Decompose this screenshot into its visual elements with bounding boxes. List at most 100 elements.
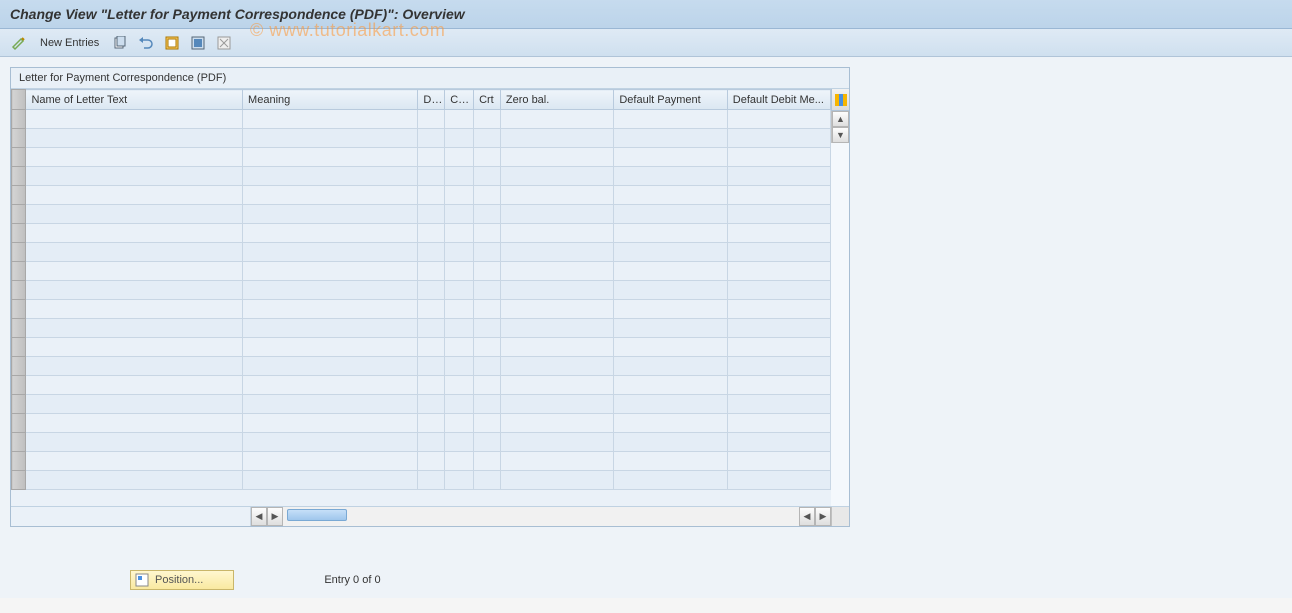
cell[interactable] (418, 300, 445, 319)
cell[interactable] (614, 281, 727, 300)
cell[interactable] (727, 471, 830, 490)
row-selector[interactable] (12, 452, 26, 471)
row-selector[interactable] (12, 167, 26, 186)
cell[interactable] (614, 300, 727, 319)
cell[interactable] (474, 338, 501, 357)
cell[interactable] (500, 319, 613, 338)
cell[interactable] (614, 186, 727, 205)
cell[interactable] (243, 471, 418, 490)
cell[interactable] (26, 205, 243, 224)
cell[interactable] (243, 281, 418, 300)
cell[interactable] (418, 129, 445, 148)
cell[interactable] (26, 243, 243, 262)
table-row[interactable] (12, 300, 831, 319)
select-all-header[interactable] (12, 90, 26, 110)
cell[interactable] (418, 281, 445, 300)
col-name[interactable]: Name of Letter Text (26, 90, 243, 110)
cell[interactable] (614, 338, 727, 357)
cell[interactable] (243, 205, 418, 224)
cell[interactable] (418, 338, 445, 357)
row-selector[interactable] (12, 376, 26, 395)
cell[interactable] (243, 300, 418, 319)
cell[interactable] (243, 262, 418, 281)
cell[interactable] (500, 110, 613, 129)
table-row[interactable] (12, 319, 831, 338)
cell[interactable] (614, 433, 727, 452)
row-selector[interactable] (12, 148, 26, 167)
cell[interactable] (500, 243, 613, 262)
row-selector[interactable] (12, 471, 26, 490)
cell[interactable] (614, 262, 727, 281)
cell[interactable] (418, 452, 445, 471)
cell[interactable] (243, 148, 418, 167)
scroll-left-icon[interactable]: ◀ (251, 507, 267, 526)
cell[interactable] (474, 452, 501, 471)
table-row[interactable] (12, 186, 831, 205)
cell[interactable] (445, 110, 474, 129)
new-entries-button[interactable]: New Entries (36, 37, 103, 49)
col-dis[interactable]: Dis (418, 90, 445, 110)
cell[interactable] (26, 262, 243, 281)
cell[interactable] (474, 262, 501, 281)
cell[interactable] (243, 452, 418, 471)
cell[interactable] (243, 243, 418, 262)
cell[interactable] (445, 262, 474, 281)
cell[interactable] (243, 224, 418, 243)
cell[interactable] (445, 357, 474, 376)
row-selector[interactable] (12, 300, 26, 319)
cell[interactable] (500, 395, 613, 414)
cell[interactable] (445, 281, 474, 300)
row-selector[interactable] (12, 281, 26, 300)
row-selector[interactable] (12, 319, 26, 338)
cell[interactable] (418, 167, 445, 186)
cell[interactable] (474, 281, 501, 300)
table-row[interactable] (12, 433, 831, 452)
cell[interactable] (727, 243, 830, 262)
cell[interactable] (614, 110, 727, 129)
cell[interactable] (418, 414, 445, 433)
cell[interactable] (445, 452, 474, 471)
cell[interactable] (445, 300, 474, 319)
cell[interactable] (243, 376, 418, 395)
cell[interactable] (26, 338, 243, 357)
cell[interactable] (26, 395, 243, 414)
cell[interactable] (474, 433, 501, 452)
table-row[interactable] (12, 471, 831, 490)
cell[interactable] (445, 186, 474, 205)
cell[interactable] (26, 129, 243, 148)
cell[interactable] (445, 471, 474, 490)
select-all-icon[interactable] (163, 34, 181, 52)
cell[interactable] (445, 167, 474, 186)
table-row[interactable] (12, 148, 831, 167)
cell[interactable] (614, 205, 727, 224)
row-selector[interactable] (12, 110, 26, 129)
cell[interactable] (243, 433, 418, 452)
cell[interactable] (418, 110, 445, 129)
cell[interactable] (500, 414, 613, 433)
cell[interactable] (445, 414, 474, 433)
cell[interactable] (418, 205, 445, 224)
cell[interactable] (474, 129, 501, 148)
cell[interactable] (500, 167, 613, 186)
row-selector[interactable] (12, 414, 26, 433)
cell[interactable] (614, 357, 727, 376)
cell[interactable] (26, 376, 243, 395)
cell[interactable] (418, 376, 445, 395)
row-selector[interactable] (12, 186, 26, 205)
cell[interactable] (243, 357, 418, 376)
cell[interactable] (727, 395, 830, 414)
cell[interactable] (500, 338, 613, 357)
cell[interactable] (445, 395, 474, 414)
cell[interactable] (418, 148, 445, 167)
cell[interactable] (614, 471, 727, 490)
cell[interactable] (26, 357, 243, 376)
cell[interactable] (500, 357, 613, 376)
table-row[interactable] (12, 110, 831, 129)
cell[interactable] (614, 395, 727, 414)
row-selector[interactable] (12, 205, 26, 224)
cell[interactable] (727, 300, 830, 319)
cell[interactable] (727, 110, 830, 129)
col-cgh[interactable]: Cgh (445, 90, 474, 110)
cell[interactable] (445, 129, 474, 148)
cell[interactable] (445, 433, 474, 452)
